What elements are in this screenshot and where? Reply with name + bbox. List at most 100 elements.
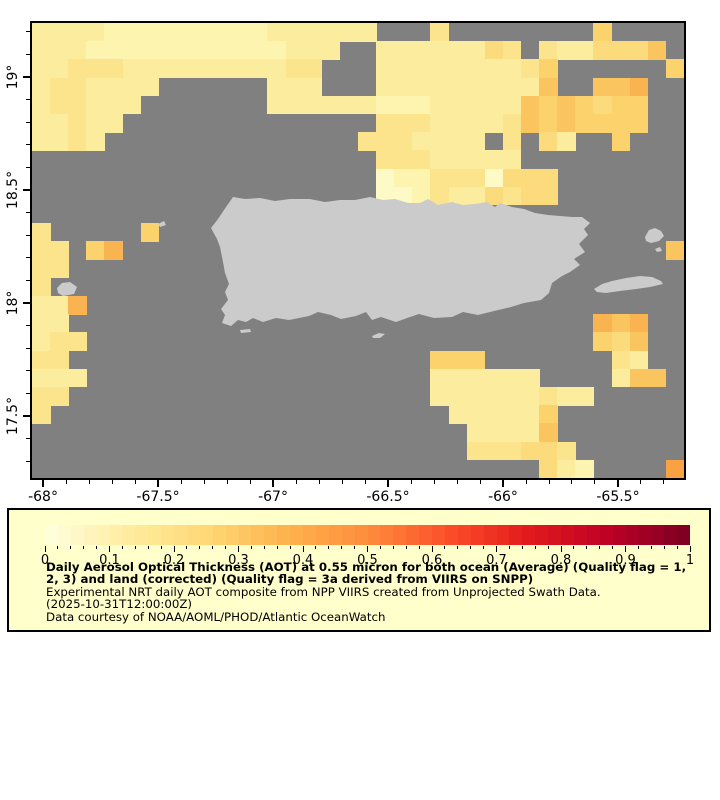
aot-cell xyxy=(611,114,631,133)
aot-cell xyxy=(484,77,504,97)
colorbar xyxy=(45,525,691,545)
colorbar-tick-label: 1 xyxy=(685,553,695,568)
aot-cell xyxy=(521,77,540,97)
aot-cell xyxy=(466,405,486,424)
colorbar-major-tick xyxy=(560,546,562,552)
aot-cell xyxy=(629,41,649,60)
aot-cell xyxy=(539,59,558,79)
colorbar-minor-tick xyxy=(457,546,459,549)
aot-cell xyxy=(466,77,486,97)
y-axis-major-tick xyxy=(23,76,30,78)
aot-cell xyxy=(611,95,631,115)
colorbar-step xyxy=(57,525,72,545)
aot-cell xyxy=(50,132,69,151)
colorbar-step xyxy=(277,525,291,545)
x-axis-minor-tick xyxy=(640,480,642,484)
colorbar-minor-tick xyxy=(586,546,588,549)
aot-cell xyxy=(484,423,504,443)
aot-cell xyxy=(466,114,486,133)
aot-cell xyxy=(176,41,196,60)
colorbar-minor-tick xyxy=(676,546,678,549)
aot-cell xyxy=(539,77,558,97)
colorbar-major-tick xyxy=(238,546,239,552)
aot-cell xyxy=(158,23,178,42)
colorbar-minor-tick xyxy=(96,546,98,549)
colorbar-minor-tick xyxy=(199,546,201,549)
colorbar-major-tick xyxy=(44,546,46,552)
colorbar-minor-tick xyxy=(83,546,85,549)
aot-cell xyxy=(502,59,522,79)
aot-cell xyxy=(50,41,69,60)
aot-cell xyxy=(629,332,649,352)
vieques xyxy=(594,276,663,293)
aot-cell xyxy=(50,59,69,79)
aot-cell xyxy=(430,186,450,206)
aot-cell xyxy=(267,23,287,42)
aot-cell xyxy=(321,23,341,42)
colorbar-step xyxy=(393,525,407,545)
aot-cell xyxy=(484,186,504,206)
colorbar-minor-tick xyxy=(612,546,614,549)
aot-cell xyxy=(539,41,558,60)
aot-cell xyxy=(376,77,395,97)
aot-cell xyxy=(68,23,87,42)
aot-cell xyxy=(32,23,51,42)
colorbar-step xyxy=(238,525,252,545)
y-axis-minor-tick xyxy=(26,121,30,123)
puerto-rico xyxy=(211,197,590,326)
x-axis-minor-tick xyxy=(111,480,113,484)
colorbar-step xyxy=(251,525,265,545)
colorbar-major-tick xyxy=(431,546,433,552)
aot-cell xyxy=(539,423,558,443)
aot-cell xyxy=(502,423,522,443)
x-axis-major-tick xyxy=(617,480,619,487)
colorbar-minor-tick xyxy=(212,546,214,549)
aot-cell xyxy=(521,186,540,206)
aot-cell xyxy=(557,41,576,60)
aot-cell xyxy=(557,459,576,478)
x-axis-major-tick xyxy=(502,480,504,487)
colorbar-minor-tick xyxy=(57,546,59,549)
landmass-layer xyxy=(57,197,664,338)
aot-cell xyxy=(249,41,268,60)
colorbar-step xyxy=(406,525,420,545)
aot-cell xyxy=(32,59,51,79)
y-axis-minor-tick xyxy=(26,392,30,394)
colorbar-step xyxy=(212,525,227,545)
colorbar-tick-label: 0.3 xyxy=(228,553,249,568)
colorbar-step xyxy=(509,525,523,545)
colorbar-step xyxy=(664,525,678,545)
aot-cell xyxy=(285,95,305,115)
colorbar-step xyxy=(586,525,601,545)
colorbar-minor-tick xyxy=(663,546,665,549)
x-axis-minor-tick xyxy=(456,480,458,484)
aot-cell xyxy=(611,314,631,333)
aot-cell xyxy=(140,41,160,60)
mona-island xyxy=(57,282,77,296)
x-axis-minor-tick xyxy=(134,480,136,484)
colorbar-minor-tick xyxy=(650,546,652,549)
aot-cell xyxy=(104,114,124,133)
caption-timestamp: (2025-10-31T12:00:00Z) xyxy=(46,597,193,612)
x-axis-minor-tick xyxy=(594,480,596,484)
aot-cell xyxy=(484,387,504,406)
aot-cell xyxy=(50,259,69,279)
aot-cell xyxy=(466,132,486,151)
y-tick-label: 18.5° xyxy=(5,170,21,210)
aot-cell xyxy=(104,77,124,97)
aot-cell xyxy=(502,186,522,206)
aot-cell xyxy=(448,405,468,424)
aot-cell xyxy=(502,405,522,424)
x-axis-minor-tick xyxy=(341,480,343,484)
aot-cell xyxy=(358,23,377,42)
aot-cell xyxy=(484,368,504,388)
aot-cell xyxy=(430,350,450,370)
x-tick-label: -66° xyxy=(488,489,518,505)
aot-cell xyxy=(68,332,87,352)
aot-cell xyxy=(140,59,160,79)
culebra xyxy=(645,228,664,243)
aot-cell xyxy=(140,223,160,242)
colorbar-step xyxy=(83,525,98,545)
colorbar-minor-tick xyxy=(315,546,317,549)
aot-cell xyxy=(466,150,486,170)
